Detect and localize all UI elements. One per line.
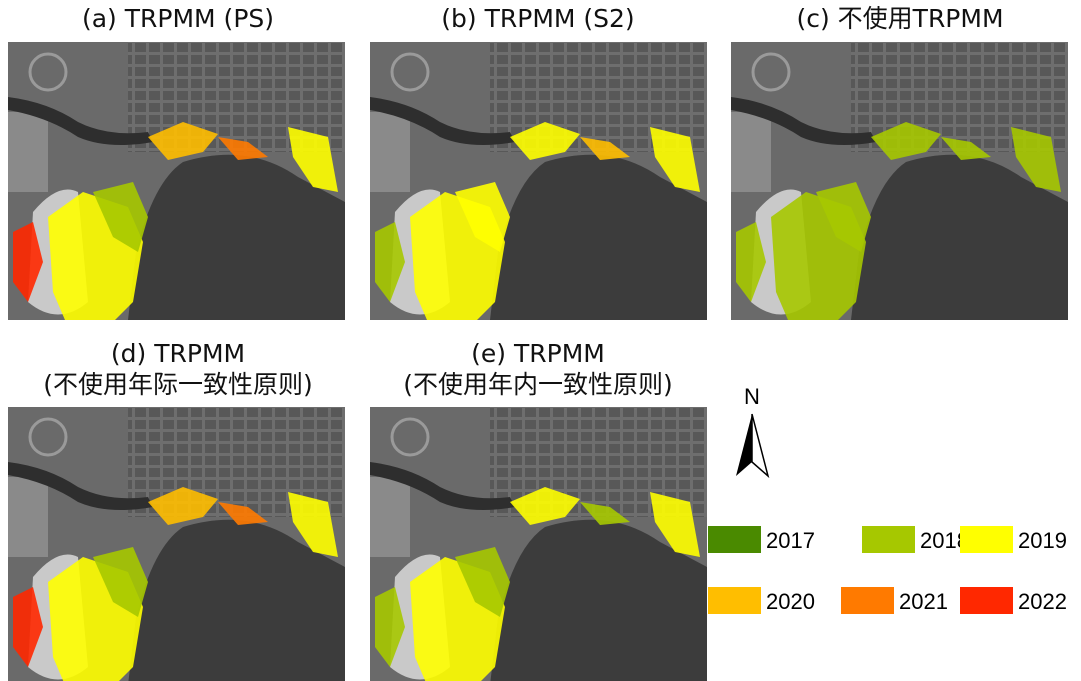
legend-label: 2020: [766, 589, 815, 614]
panel-title: (不使用年内一致性原则): [358, 370, 718, 400]
map-panel: [8, 42, 345, 327]
map-panel: [8, 407, 345, 681]
panel-title: (不使用年际一致性原则): [0, 370, 358, 400]
panel-title: (a) TRPMM (PS): [0, 4, 358, 34]
north-label: N: [744, 384, 760, 409]
panel-title: (b) TRPMM (S2): [358, 4, 718, 34]
legend-label: 2019: [1018, 528, 1067, 553]
map-panel: [370, 42, 707, 327]
legend-label: 2022: [1018, 589, 1067, 614]
panel-title: (e) TRPMM: [358, 339, 718, 369]
legend-swatch: [960, 587, 1013, 614]
north-arrow: [736, 414, 752, 476]
map-panel: [731, 42, 1068, 327]
legend-swatch: [841, 587, 894, 614]
map-panel: [370, 407, 707, 681]
legend-label: 2017: [766, 528, 815, 553]
panel-title: (d) TRPMM: [0, 339, 358, 369]
north-arrow: [752, 414, 768, 476]
panel-title: (c) 不使用TRPMM: [720, 4, 1080, 34]
legend-swatch: [862, 526, 915, 553]
legend-swatch: [960, 526, 1013, 553]
figure: N 201720182019202020212022 (a) TRPMM (PS…: [0, 0, 1081, 681]
legend-label: 2021: [899, 589, 948, 614]
legend-swatch: [708, 526, 761, 553]
legend-swatch: [708, 587, 761, 614]
